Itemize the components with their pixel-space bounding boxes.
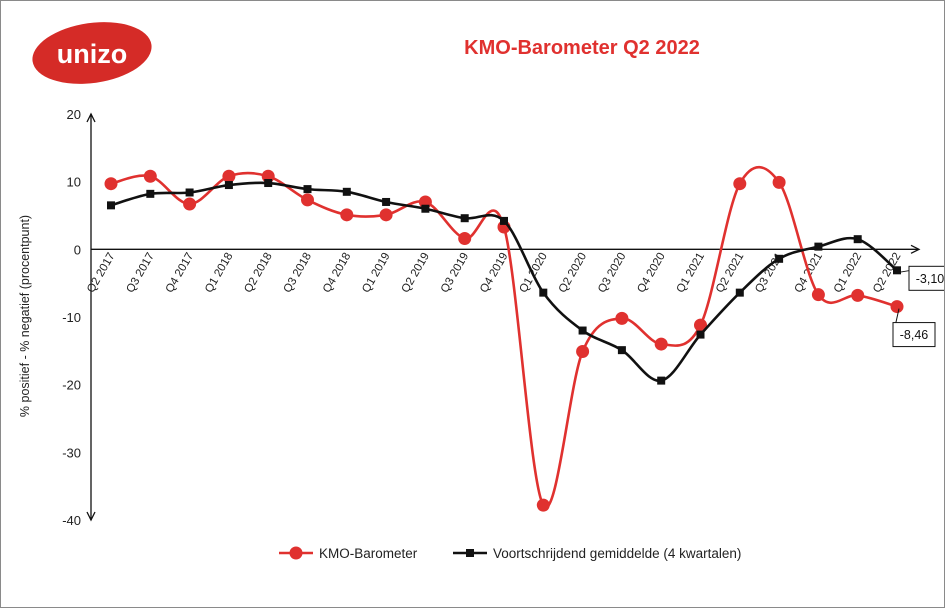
data-point: [893, 266, 901, 275]
y-tick-label: 10: [67, 175, 81, 190]
y-tick-labels: 20 10 0 -10 -20 -30 -40: [62, 107, 81, 528]
x-tick-label: Q4 2020: [635, 251, 667, 295]
y-tick-label: -40: [62, 513, 81, 528]
chart-title: KMO-Barometer Q2 2022: [464, 37, 700, 59]
data-point: [811, 288, 825, 302]
y-axis-arrow-top: [86, 112, 96, 123]
axes: [86, 112, 921, 522]
callout-voortschrijdend-gemiddelde-4-kwartalen: -3,10: [898, 265, 944, 291]
data-point: [303, 185, 312, 194]
x-tick-label: Q1 2018: [203, 251, 235, 295]
data-point: [143, 169, 157, 183]
x-tick-label: Q4 2017: [164, 251, 196, 295]
y-tick-label: -10: [62, 310, 81, 325]
data-point: [107, 201, 115, 210]
data-point: [301, 193, 314, 207]
y-axis-label: % positief - % negatief (procentpunt): [18, 215, 32, 417]
x-tick-label: Q4 2018: [321, 251, 353, 295]
legend-label-voortschrijdend-gemiddelde: Voortschrijdend gemiddelde (4 kwartalen): [493, 546, 741, 561]
data-point: [696, 330, 705, 339]
data-point: [733, 177, 747, 191]
x-tick-label: Q2 2017: [85, 251, 117, 295]
y-tick-label: -20: [62, 378, 81, 393]
data-point: [379, 208, 393, 222]
x-tick-label: Q3 2019: [439, 251, 471, 295]
unizo-logo: unizo: [32, 22, 152, 84]
data-point: [539, 288, 548, 297]
data-point: [185, 188, 194, 197]
data-point: [104, 177, 118, 191]
legend-label-kmo-barometer: KMO-Barometer: [319, 546, 418, 561]
data-point: [421, 204, 430, 213]
data-point: [657, 376, 666, 385]
data-point: [146, 189, 155, 198]
data-point: [814, 242, 823, 251]
data-point: [382, 197, 391, 206]
data-point: [224, 181, 233, 190]
data-point: [615, 311, 629, 325]
callout-kmo-barometer: -8,46: [892, 308, 936, 348]
data-point: [617, 346, 626, 355]
y-tick-label: -30: [62, 445, 81, 460]
data-point: [735, 288, 744, 297]
data-point: [342, 187, 351, 196]
data-point: [222, 169, 236, 183]
x-tick-label: Q3 2020: [596, 251, 628, 295]
data-point: [183, 197, 197, 211]
data-point: [536, 498, 550, 512]
callout-box: [908, 265, 944, 291]
legend-item-kmo-barometer: KMO-Barometer: [279, 546, 418, 561]
data-point: [654, 337, 668, 351]
series-line-voortschrijdend-gemiddelde-4-kwartalen: [110, 181, 898, 382]
y-tick-label: 0: [74, 242, 81, 257]
data-point: [853, 235, 862, 244]
data-point: [775, 254, 784, 263]
data-point: [264, 179, 273, 188]
legend-item-voortschrijdend-gemiddelde: Voortschrijdend gemiddelde (4 kwartalen): [453, 546, 741, 561]
x-tick-label: Q2 2018: [242, 251, 274, 295]
callouts: -3,10 -8,46: [892, 265, 944, 348]
data-point: [500, 216, 508, 225]
y-tick-label: 20: [67, 107, 81, 122]
data-point: [772, 175, 786, 189]
data-point: [576, 345, 590, 359]
x-tick-label: Q1 2021: [675, 251, 707, 295]
data-point: [890, 300, 904, 314]
data-point: [851, 288, 865, 302]
callout-label: -3,10: [916, 272, 944, 286]
x-tick-label: Q4 2019: [478, 251, 510, 295]
logo-ellipse: [32, 22, 152, 84]
data-point: [694, 318, 707, 332]
x-tick-label: Q2 2019: [400, 251, 432, 295]
series-kmo-barometer: [104, 165, 904, 512]
data-point: [578, 326, 587, 335]
x-axis-arrow: [910, 244, 921, 254]
x-tick-label: Q3 2017: [124, 251, 156, 295]
callout-box: [892, 322, 936, 348]
x-tick-label: Q3 2018: [282, 251, 314, 295]
data-point: [340, 208, 354, 222]
x-tick-label: Q1 2019: [360, 251, 392, 295]
series-voortschrijdend-gemiddelde-4-kwartalen: [107, 179, 901, 385]
y-axis-arrow-bottom: [86, 511, 96, 522]
x-tick-label: Q1 2022: [832, 251, 864, 295]
data-point: [458, 232, 472, 246]
data-point: [460, 214, 469, 223]
x-tick-label: Q2 2020: [557, 251, 589, 295]
series-layer: [104, 165, 904, 512]
callout-label: -8,46: [900, 328, 929, 342]
logo-text: unizo: [57, 39, 127, 69]
legend: KMO-Barometer Voortschrijdend gemiddelde…: [279, 546, 741, 561]
